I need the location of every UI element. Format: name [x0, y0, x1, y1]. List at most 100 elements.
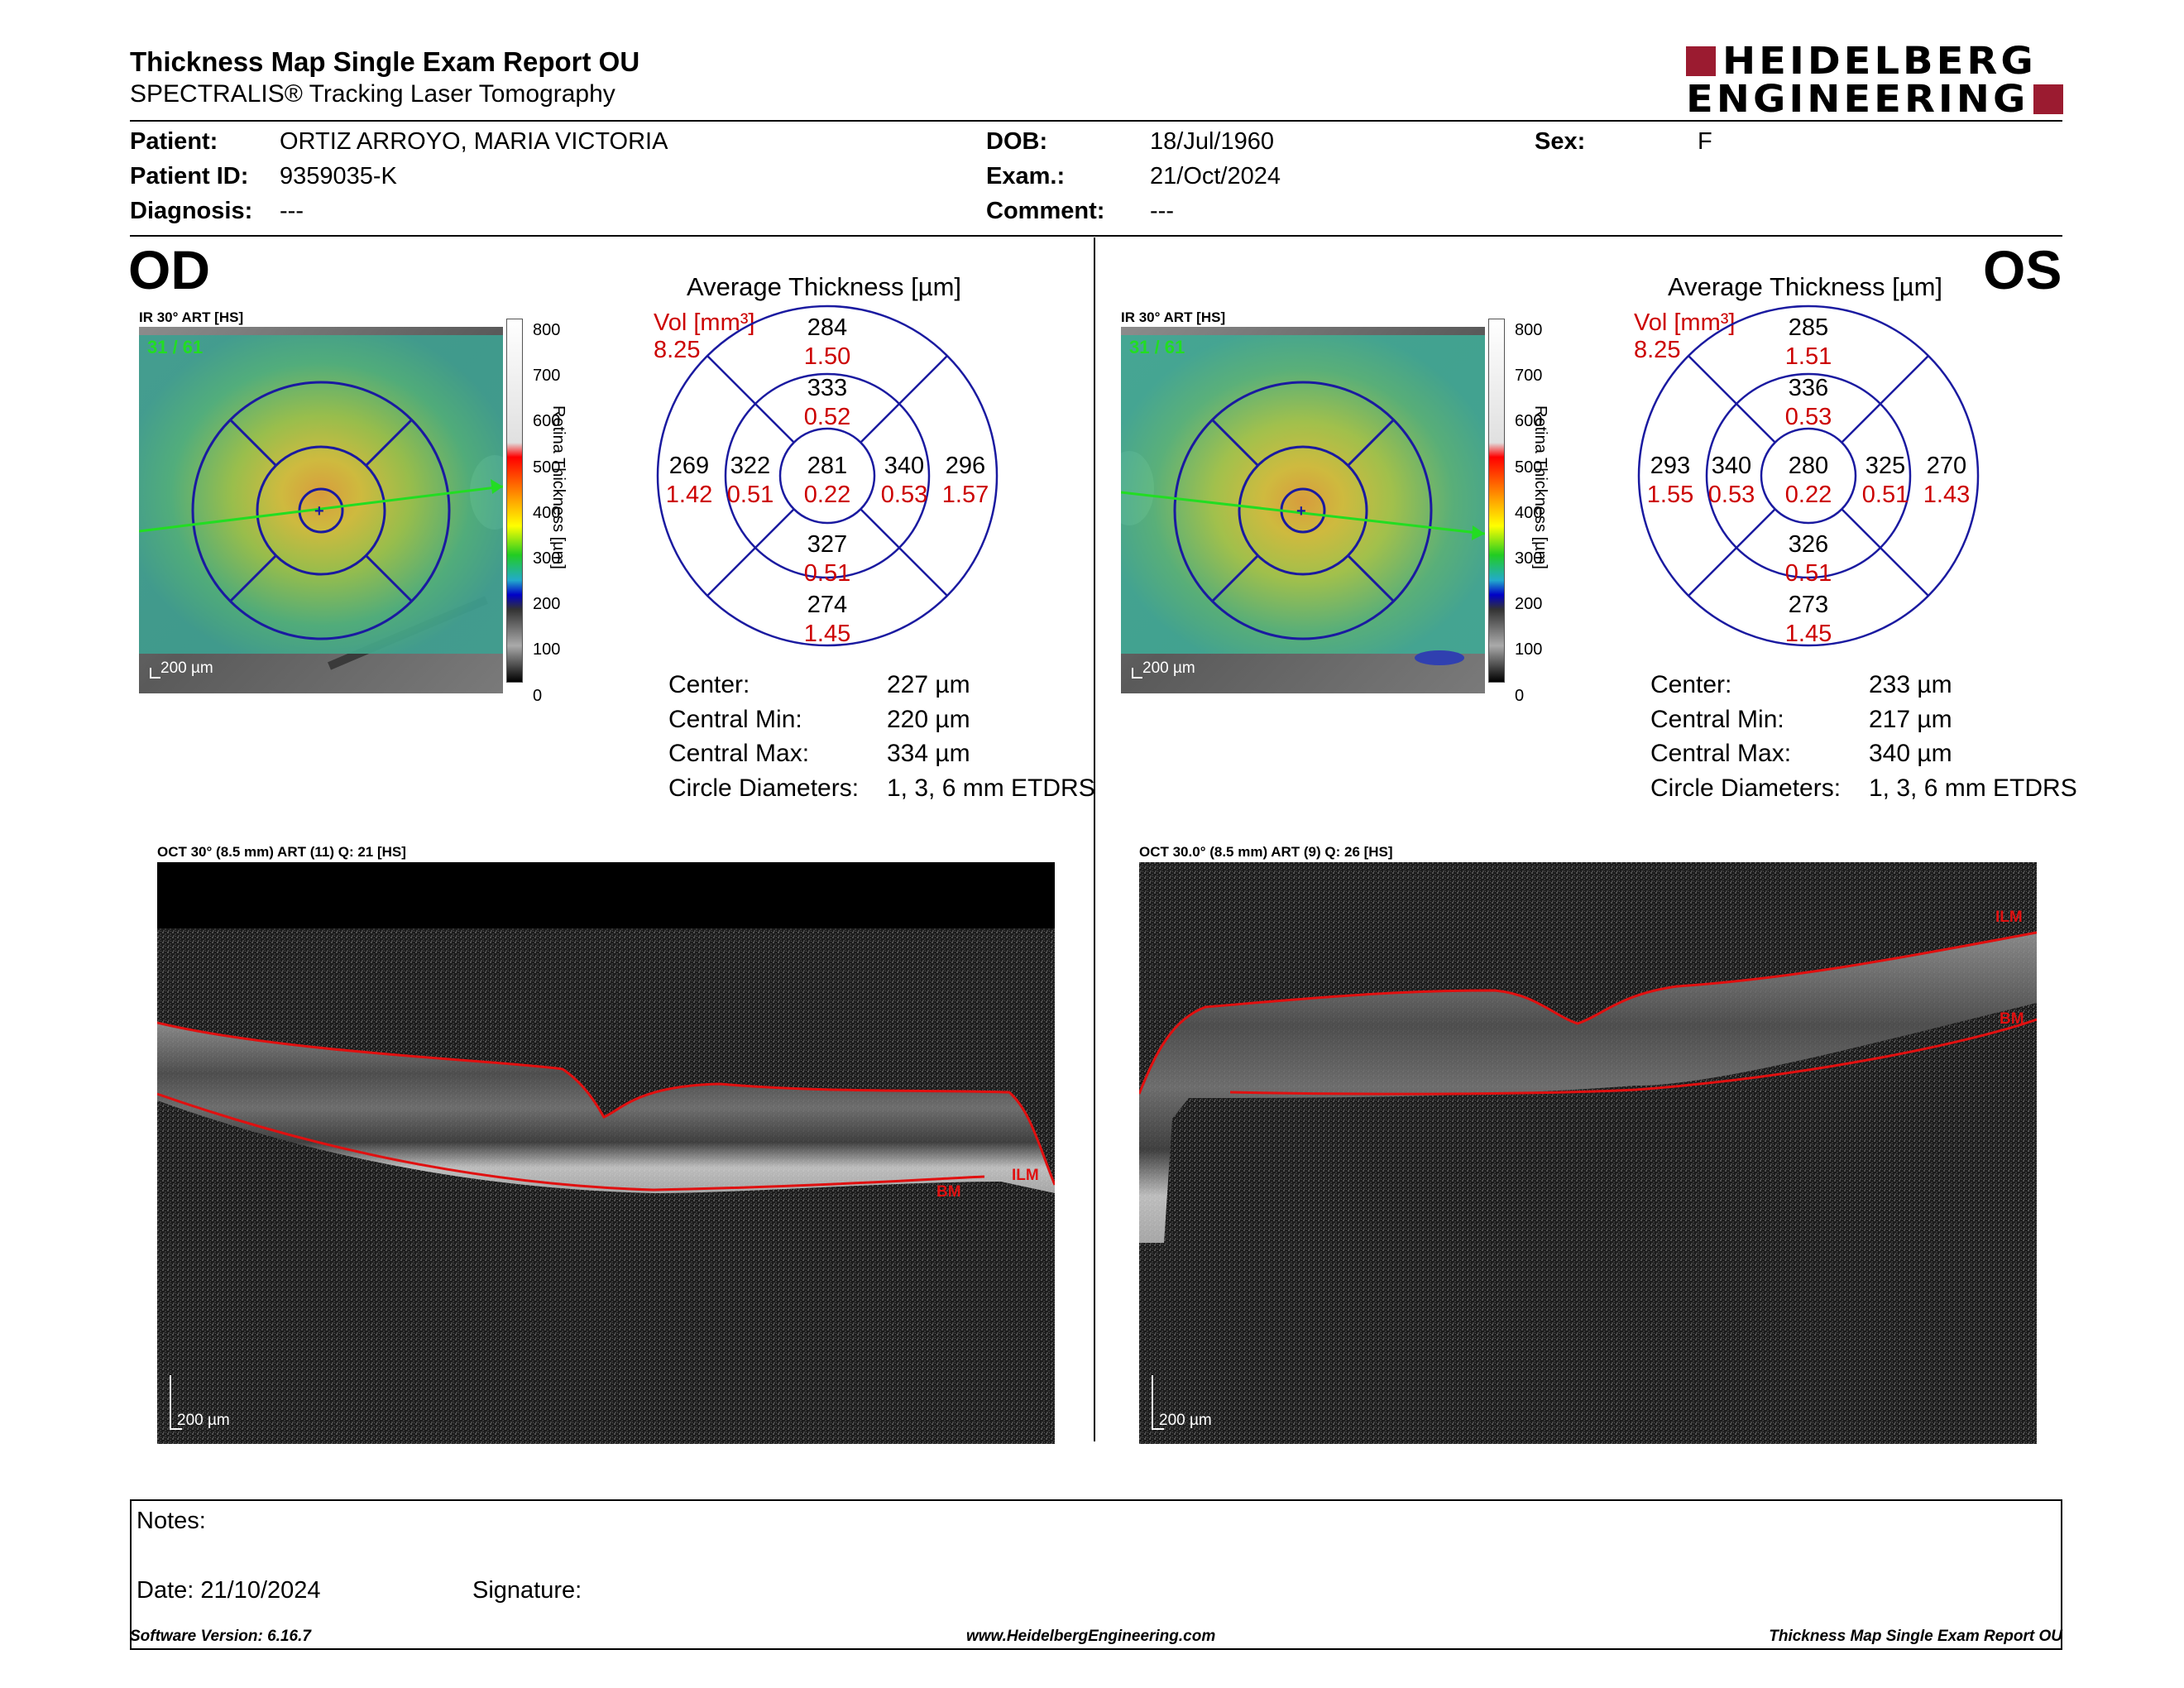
os-outer-superior-volume: 1.51 — [1785, 343, 1832, 370]
od-outer-nasal-volume: 1.57 — [942, 482, 989, 508]
header-divider — [130, 120, 2062, 122]
os-stat-diam-value: 1, 3, 6 mm ETDRS — [1869, 774, 2077, 802]
od-tick-700: 700 — [533, 367, 561, 386]
patient-id-value: 9359035-K — [280, 163, 397, 189]
os-colorbar — [1488, 319, 1505, 683]
os-tick-400: 400 — [1515, 503, 1543, 522]
os-outer-nasal-volume: 1.43 — [1923, 482, 1970, 508]
od-colorbar-ticks: 800 700 600 500 400 300 200 100 0 — [533, 308, 560, 719]
od-oct-scale-bar — [170, 1375, 182, 1430]
os-tick-0: 0 — [1515, 686, 1525, 705]
od-scale-text: 200 µm — [160, 659, 213, 677]
od-tick-0: 0 — [533, 686, 543, 705]
os-tick-200: 200 — [1515, 595, 1543, 614]
od-inner-nasal-thickness: 340 — [884, 453, 924, 479]
os-scan-line — [1121, 491, 1485, 535]
patient-id-label: Patient ID: — [130, 163, 249, 189]
os-inner-superior-thickness: 336 — [1789, 375, 1828, 401]
od-stat-center-value: 227 µm — [887, 671, 970, 698]
od-stats-values: 227 µm 220 µm 334 µm 1, 3, 6 mm ETDRS — [887, 668, 1095, 805]
os-oct-label: OCT 30.0° (8.5 mm) ART (9) Q: 26 [HS] — [1139, 844, 1393, 860]
od-inner-temporal-volume: 0.51 — [727, 482, 774, 508]
od-outer-superior-volume: 1.50 — [804, 343, 850, 370]
od-vol-value: 8.25 — [654, 337, 701, 363]
od-stat-max-value: 334 µm — [887, 740, 970, 767]
od-stat-max-label: Central Max: — [668, 740, 810, 767]
od-bm-label: BM — [936, 1183, 961, 1201]
od-inner-inferior-volume: 0.51 — [804, 560, 850, 587]
os-stat-center-label: Center: — [1650, 671, 1732, 698]
dob-label: DOB: — [986, 128, 1048, 155]
od-outer-temporal-volume: 1.42 — [666, 482, 712, 508]
os-tick-700: 700 — [1515, 367, 1543, 386]
od-oct-label: OCT 30° (8.5 mm) ART (11) Q: 21 [HS] — [157, 844, 406, 860]
od-inner-temporal-thickness: 322 — [730, 453, 770, 479]
os-frame-counter: 31 / 61 — [1129, 337, 1185, 357]
os-outer-temporal-volume: 1.55 — [1647, 482, 1693, 508]
os-vol-value: 8.25 — [1634, 337, 1681, 363]
os-tick-100: 100 — [1515, 640, 1543, 659]
report-subtitle: SPECTRALIS® Tracking Laser Tomography — [130, 80, 615, 108]
od-stat-min-value: 220 µm — [887, 705, 970, 733]
comment-label: Comment: — [986, 198, 1105, 224]
comment-value: --- — [1150, 198, 1174, 224]
od-outer-superior-thickness: 284 — [807, 314, 847, 341]
logo-line1: HEIDELBERG — [1722, 39, 2037, 84]
os-colorbar-label: Retina Thickness [µm] — [1531, 405, 1549, 569]
os-inner-temporal-thickness: 340 — [1712, 453, 1751, 479]
os-stats: Center: Central Min: Central Max: Circle… — [1650, 668, 1841, 805]
od-stat-center-label: Center: — [668, 671, 750, 698]
os-outer-inferior-volume: 1.45 — [1785, 621, 1832, 647]
os-ilm-line — [1139, 931, 2037, 1095]
os-outer-inferior-thickness: 273 — [1789, 592, 1828, 618]
os-stat-max-value: 340 µm — [1869, 740, 1952, 767]
od-inner-superior-thickness: 333 — [807, 375, 847, 401]
od-colorbar-label: Retina Thickness [µm] — [549, 405, 568, 569]
os-stat-max-label: Central Max: — [1650, 740, 1792, 767]
os-thin-spot — [1415, 650, 1464, 665]
od-ilm-label: ILM — [1012, 1167, 1039, 1184]
od-tick-400: 400 — [533, 503, 561, 522]
od-inner-inferior-thickness: 327 — [807, 531, 847, 558]
od-fundus-label: IR 30° ART [HS] — [139, 309, 244, 325]
os-thickness-map: 31 / 61 200 µm + — [1121, 327, 1485, 693]
footer-report-name: Thickness Map Single Exam Report OU — [1769, 1628, 2062, 1645]
od-outer-inferior-thickness: 274 — [807, 592, 847, 618]
od-eye-label: OD — [128, 239, 210, 300]
os-oct-bscan: ILM BM 200 µm — [1139, 862, 2037, 1444]
od-colorbar — [506, 319, 523, 683]
date-label: Date: 21/10/2024 — [136, 1577, 321, 1604]
od-retina-layers — [157, 1023, 1055, 1193]
od-center-marker: + — [314, 502, 324, 520]
od-outer-temporal-thickness: 269 — [669, 453, 709, 479]
od-oct-bscan: ILM BM 200 µm — [157, 862, 1055, 1444]
os-eye-label: OS — [1983, 239, 2062, 300]
website-link[interactable]: www.HeidelbergEngineering.com — [966, 1628, 1216, 1645]
od-thickness-map: 31 / 61 200 µm + — [139, 327, 503, 693]
os-outer-superior-thickness: 285 — [1789, 314, 1828, 341]
os-etdrs-grid: 285 1.51 336 0.53 293 1.55 340 0.53 280 … — [1637, 305, 1980, 647]
os-bm-label: BM — [2000, 1010, 2024, 1028]
logo-line2: ENGINEERING — [1686, 77, 2029, 122]
report-title: Thickness Map Single Exam Report OU — [130, 46, 640, 77]
os-heatmap — [1121, 335, 1485, 654]
od-stat-min-label: Central Min: — [668, 705, 802, 733]
od-stat-diam-label: Circle Diameters: — [668, 774, 860, 802]
os-stat-center-value: 233 µm — [1869, 671, 1952, 698]
patient-divider — [130, 235, 2062, 237]
os-scale-text: 200 µm — [1142, 659, 1195, 677]
os-scale-bar — [1132, 668, 1142, 679]
od-inner-nasal-volume: 0.53 — [881, 482, 927, 508]
os-outer-nasal-thickness: 270 — [1927, 453, 1966, 479]
od-scan-line — [139, 485, 503, 533]
od-avg-title: Average Thickness [µm] — [687, 272, 962, 301]
od-center-thickness: 281 — [807, 453, 847, 479]
od-ilm-line — [157, 1021, 1055, 1186]
od-heatmap — [139, 335, 503, 654]
os-tick-500: 500 — [1515, 458, 1543, 477]
eye-separator — [1094, 237, 1095, 1441]
os-outer-temporal-thickness: 293 — [1650, 453, 1690, 479]
od-tick-500: 500 — [533, 458, 561, 477]
notes-box[interactable]: Notes: Date: 21/10/2024 Signature: — [130, 1499, 2062, 1650]
od-frame-counter: 31 / 61 — [147, 337, 203, 357]
